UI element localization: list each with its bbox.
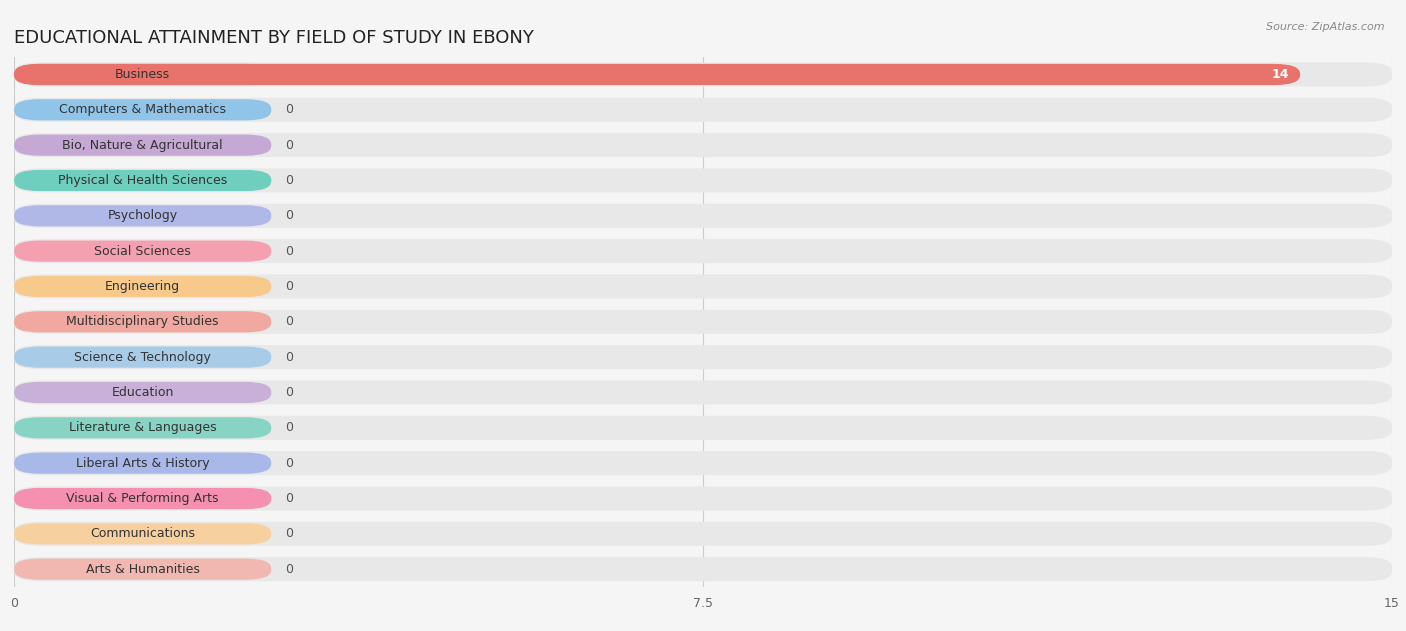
FancyBboxPatch shape <box>14 311 271 333</box>
FancyBboxPatch shape <box>14 239 1392 263</box>
FancyBboxPatch shape <box>14 240 271 262</box>
Text: 0: 0 <box>285 457 292 469</box>
Text: 0: 0 <box>285 245 292 257</box>
FancyBboxPatch shape <box>14 134 271 156</box>
Text: Education: Education <box>111 386 174 399</box>
FancyBboxPatch shape <box>14 64 271 85</box>
FancyBboxPatch shape <box>14 345 1392 369</box>
FancyBboxPatch shape <box>14 99 271 121</box>
Text: Social Sciences: Social Sciences <box>94 245 191 257</box>
Text: Physical & Health Sciences: Physical & Health Sciences <box>58 174 228 187</box>
Text: 0: 0 <box>285 209 292 222</box>
Text: 0: 0 <box>285 139 292 151</box>
FancyBboxPatch shape <box>14 557 1392 581</box>
FancyBboxPatch shape <box>14 416 1392 440</box>
FancyBboxPatch shape <box>14 170 271 191</box>
FancyBboxPatch shape <box>14 98 1392 122</box>
Text: 0: 0 <box>285 103 292 116</box>
FancyBboxPatch shape <box>14 558 271 580</box>
FancyBboxPatch shape <box>14 62 1392 86</box>
FancyBboxPatch shape <box>14 346 271 368</box>
Text: EDUCATIONAL ATTAINMENT BY FIELD OF STUDY IN EBONY: EDUCATIONAL ATTAINMENT BY FIELD OF STUDY… <box>14 29 534 47</box>
FancyBboxPatch shape <box>14 522 1392 546</box>
Text: 0: 0 <box>285 280 292 293</box>
Text: Visual & Performing Arts: Visual & Performing Arts <box>66 492 219 505</box>
FancyBboxPatch shape <box>14 274 1392 298</box>
FancyBboxPatch shape <box>14 451 1392 475</box>
FancyBboxPatch shape <box>14 64 1301 85</box>
Text: Multidisciplinary Studies: Multidisciplinary Studies <box>66 316 219 328</box>
Text: 0: 0 <box>285 422 292 434</box>
Text: Arts & Humanities: Arts & Humanities <box>86 563 200 575</box>
Text: 0: 0 <box>285 386 292 399</box>
Text: 0: 0 <box>285 174 292 187</box>
FancyBboxPatch shape <box>14 523 271 545</box>
FancyBboxPatch shape <box>14 380 1392 404</box>
Text: 14: 14 <box>1271 68 1289 81</box>
FancyBboxPatch shape <box>14 487 1392 510</box>
Text: Psychology: Psychology <box>108 209 177 222</box>
Text: Bio, Nature & Agricultural: Bio, Nature & Agricultural <box>62 139 224 151</box>
Text: 0: 0 <box>285 351 292 363</box>
Text: Engineering: Engineering <box>105 280 180 293</box>
FancyBboxPatch shape <box>14 276 271 297</box>
FancyBboxPatch shape <box>14 168 1392 192</box>
Text: Source: ZipAtlas.com: Source: ZipAtlas.com <box>1267 22 1385 32</box>
FancyBboxPatch shape <box>14 310 1392 334</box>
Text: Literature & Languages: Literature & Languages <box>69 422 217 434</box>
Text: Science & Technology: Science & Technology <box>75 351 211 363</box>
FancyBboxPatch shape <box>14 205 271 227</box>
Text: Communications: Communications <box>90 528 195 540</box>
Text: 0: 0 <box>285 316 292 328</box>
Text: Business: Business <box>115 68 170 81</box>
Text: 0: 0 <box>285 563 292 575</box>
Text: 0: 0 <box>285 528 292 540</box>
FancyBboxPatch shape <box>14 417 271 439</box>
FancyBboxPatch shape <box>14 488 271 509</box>
Text: Computers & Mathematics: Computers & Mathematics <box>59 103 226 116</box>
FancyBboxPatch shape <box>14 382 271 403</box>
FancyBboxPatch shape <box>14 452 271 474</box>
FancyBboxPatch shape <box>14 133 1392 157</box>
FancyBboxPatch shape <box>14 204 1392 228</box>
Text: 0: 0 <box>285 492 292 505</box>
Text: Liberal Arts & History: Liberal Arts & History <box>76 457 209 469</box>
